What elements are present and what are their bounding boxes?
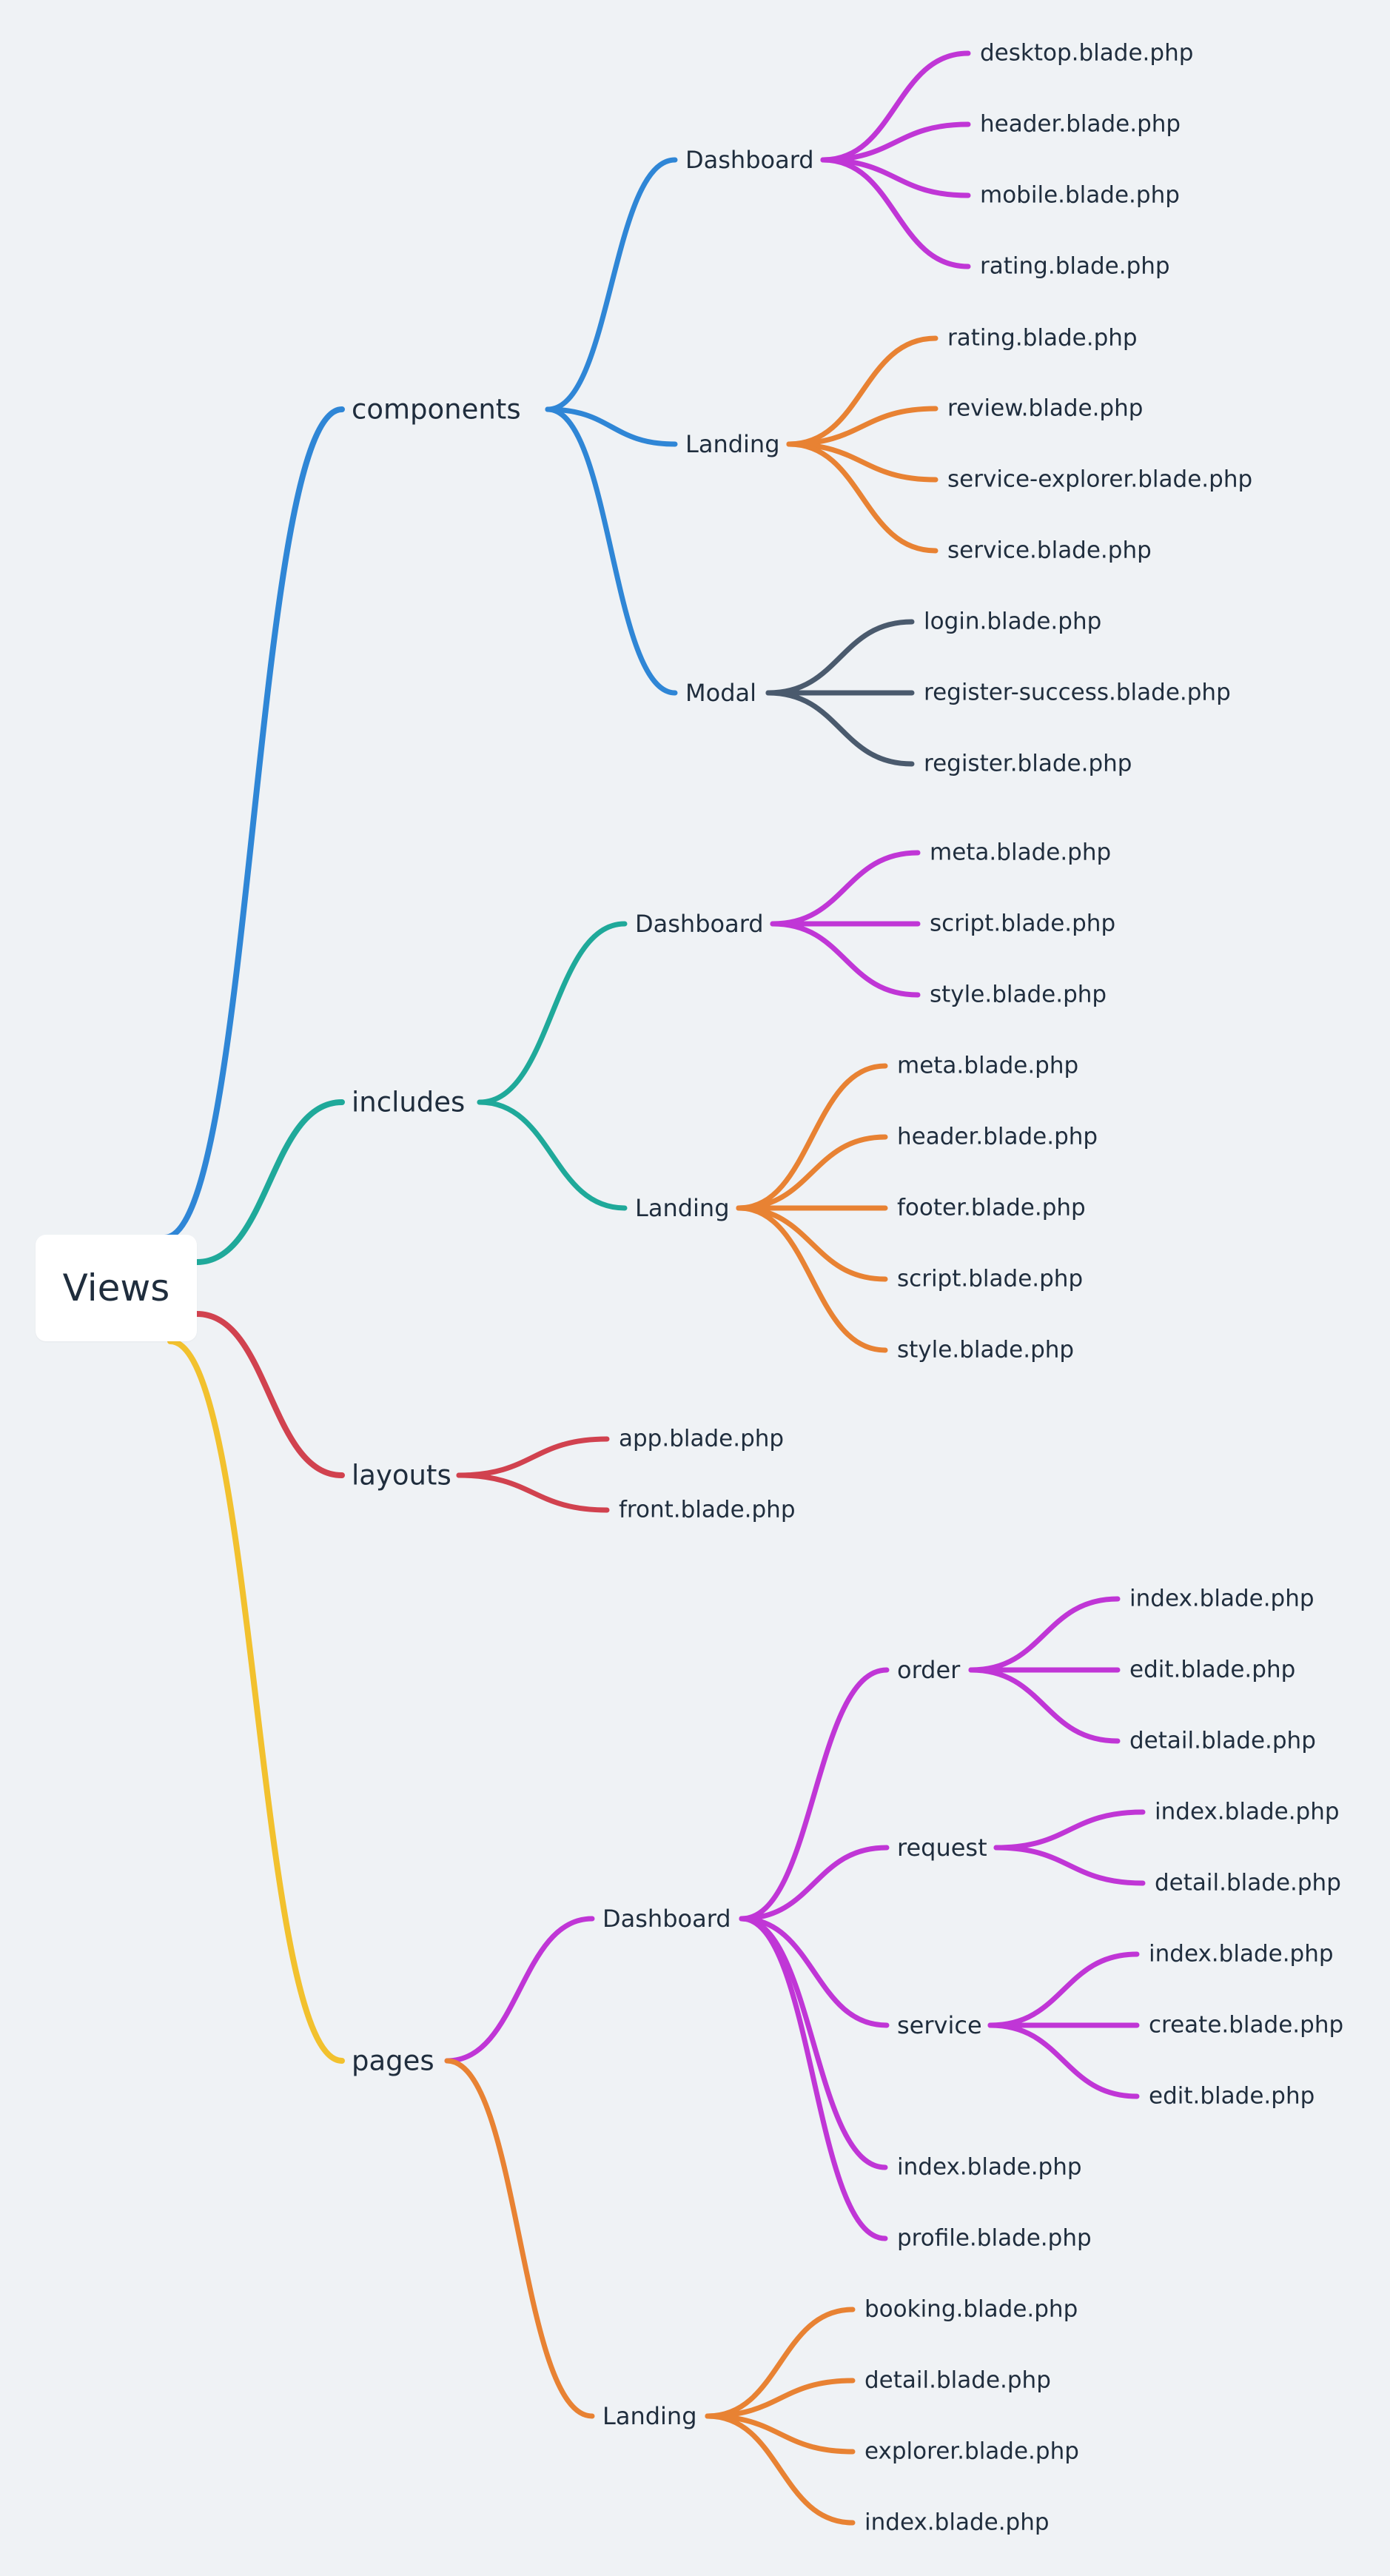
leaf-includes-dashboard-meta-blade-php[interactable]: meta.blade.php: [930, 839, 1112, 866]
edge-components-dashboard-leaf-0: [820, 50, 971, 163]
leaf-components-landing-service-blade-php[interactable]: service.blade.php: [947, 537, 1152, 564]
leaf-components-landing-rating-blade-php[interactable]: rating.blade.php: [947, 324, 1138, 352]
edge-pages-dashboard-order-leaf-0: [968, 1596, 1121, 1673]
edge-layouts-leaf-1: [456, 1472, 610, 1513]
edge-components-dashboard: [545, 157, 678, 412]
node-components-landing[interactable]: Landing: [685, 430, 780, 458]
leaf-includes-landing-header-blade-php[interactable]: header.blade.php: [897, 1123, 1098, 1150]
edge-includes-dashboard-leaf-2: [770, 921, 921, 998]
node-pages-dashboard-service[interactable]: service: [897, 2011, 982, 2039]
edge-pages-landing-leaf-3: [705, 2413, 856, 2526]
edge-layouts-leaf-0: [456, 1436, 610, 1478]
leaf-components-dashboard-mobile-blade-php[interactable]: mobile.blade.php: [980, 181, 1180, 209]
edge-pages-dashboard-order: [739, 1667, 890, 1922]
edge-pages-dashboard-service: [739, 1916, 890, 2028]
leaf-components-dashboard-header-blade-php[interactable]: header.blade.php: [980, 110, 1181, 138]
edge-components-dashboard-leaf-3: [820, 157, 971, 269]
branch-pages[interactable]: pages: [352, 2045, 434, 2077]
edge-root-pages: [167, 1338, 345, 2064]
root-label: Views: [62, 1267, 170, 1309]
leaf-pages-dashboard-order-edit-blade-php[interactable]: edit.blade.php: [1129, 1656, 1296, 1683]
leaf-pages-dashboard-service-create-blade-php[interactable]: create.blade.php: [1149, 2011, 1344, 2039]
edge-components-landing-leaf-2: [786, 441, 939, 483]
branch-includes[interactable]: includes: [352, 1086, 466, 1118]
leaf-components-landing-service-explorer-blade-php[interactable]: service-explorer.blade.php: [947, 466, 1253, 493]
edge-pages-landing-leaf-0: [705, 2307, 856, 2419]
leaf-includes-landing-style-blade-php[interactable]: style.blade.php: [897, 1336, 1075, 1364]
leaf-pages-dashboard-request-detail-blade-php[interactable]: detail.blade.php: [1155, 1869, 1341, 1896]
node-pages-landing[interactable]: Landing: [602, 2402, 697, 2430]
leaf-includes-dashboard-style-blade-php[interactable]: style.blade.php: [930, 981, 1107, 1008]
node-includes-dashboard[interactable]: Dashboard: [635, 910, 764, 938]
edge-pages-dashboard-request-leaf-1: [993, 1845, 1146, 1886]
leaf-pages-landing-booking-blade-php[interactable]: booking.blade.php: [864, 2295, 1078, 2323]
leaf-components-modal-register-blade-php[interactable]: register.blade.php: [924, 750, 1132, 777]
edge-components-modal-leaf-2: [765, 690, 915, 767]
leaf-includes-landing-footer-blade-php[interactable]: footer.blade.php: [897, 1194, 1086, 1221]
edge-includes-landing-leaf-4: [736, 1205, 888, 1353]
edge-pages-dashboard-service-leaf-2: [987, 2022, 1140, 2099]
leaf-pages-dashboard-order-index-blade-php[interactable]: index.blade.php: [1129, 1585, 1315, 1612]
node-pages-dashboard-order[interactable]: order: [897, 1656, 961, 1684]
edge-includes-landing: [477, 1099, 628, 1211]
leaf-pages-dashboard-order-detail-blade-php[interactable]: detail.blade.php: [1129, 1727, 1316, 1754]
edge-components-dashboard-leaf-2: [820, 157, 971, 198]
edge-components-landing: [545, 406, 678, 447]
edge-pages-landing-leaf-2: [705, 2413, 856, 2455]
node-components-modal[interactable]: Modal: [685, 679, 756, 707]
edge-components-landing-leaf-1: [786, 406, 939, 447]
leaf-pages-dashboard-profile-blade-php[interactable]: profile.blade.php: [897, 2224, 1092, 2252]
node-includes-landing[interactable]: Landing: [635, 1194, 730, 1222]
leaf-components-landing-review-blade-php[interactable]: review.blade.php: [947, 395, 1144, 422]
edge-includes-landing-leaf-3: [736, 1205, 888, 1282]
edge-pages-dashboard-service-leaf-0: [987, 1951, 1140, 2028]
edge-components-modal-leaf-0: [765, 619, 915, 696]
leaf-pages-landing-detail-blade-php[interactable]: detail.blade.php: [864, 2367, 1051, 2394]
edge-includes-landing-leaf-1: [736, 1134, 888, 1211]
leaf-includes-landing-script-blade-php[interactable]: script.blade.php: [897, 1265, 1084, 1292]
leaf-components-modal-login-blade-php[interactable]: login.blade.php: [924, 608, 1102, 635]
edge-components-dashboard-leaf-1: [820, 121, 971, 163]
edge-pages-dashboard-leaf-3: [739, 1916, 888, 2170]
edge-includes-dashboard-leaf-0: [770, 850, 921, 927]
edge-components-landing-leaf-3: [786, 441, 939, 554]
edge-pages-landing-leaf-1: [705, 2378, 856, 2419]
leaf-components-dashboard-desktop-blade-php[interactable]: desktop.blade.php: [980, 39, 1194, 67]
edge-components-landing-leaf-0: [786, 335, 939, 447]
leaf-pages-dashboard-request-index-blade-php[interactable]: index.blade.php: [1155, 1798, 1340, 1825]
edge-includes-dashboard: [477, 921, 628, 1105]
leaf-pages-landing-explorer-blade-php[interactable]: explorer.blade.php: [864, 2438, 1079, 2465]
leaf-components-dashboard-rating-blade-php[interactable]: rating.blade.php: [980, 252, 1170, 280]
branch-components[interactable]: components: [352, 393, 521, 426]
edge-root-components: [161, 406, 345, 1241]
edge-root-layouts: [194, 1311, 345, 1478]
edge-pages-dashboard: [444, 1916, 595, 2064]
edge-pages-landing: [444, 2058, 595, 2419]
node-components-dashboard[interactable]: Dashboard: [685, 146, 814, 174]
edge-pages-dashboard-request-leaf-0: [993, 1809, 1146, 1851]
leaf-pages-landing-index-blade-php[interactable]: index.blade.php: [864, 2509, 1050, 2536]
edge-pages-dashboard-leaf-4: [739, 1916, 888, 2241]
edge-pages-dashboard-request: [739, 1845, 890, 1922]
leaf-pages-dashboard-service-edit-blade-php[interactable]: edit.blade.php: [1149, 2082, 1315, 2110]
leaf-includes-landing-meta-blade-php[interactable]: meta.blade.php: [897, 1052, 1079, 1079]
branch-layouts[interactable]: layouts: [352, 1459, 451, 1492]
edge-includes-landing-leaf-0: [736, 1063, 888, 1211]
leaf-layouts-front-blade-php[interactable]: front.blade.php: [619, 1496, 796, 1523]
leaf-includes-dashboard-script-blade-php[interactable]: script.blade.php: [930, 910, 1116, 937]
leaf-components-modal-register-success-blade-php[interactable]: register-success.blade.php: [924, 679, 1231, 706]
leaf-layouts-app-blade-php[interactable]: app.blade.php: [619, 1425, 785, 1452]
node-pages-dashboard-request[interactable]: request: [897, 1834, 987, 1862]
leaf-pages-dashboard-index-blade-php[interactable]: index.blade.php: [897, 2153, 1082, 2181]
node-pages-dashboard[interactable]: Dashboard: [602, 1905, 731, 1933]
leaf-pages-dashboard-service-index-blade-php[interactable]: index.blade.php: [1149, 1940, 1334, 1968]
root-node[interactable]: Views: [36, 1235, 197, 1341]
edge-components-modal: [545, 406, 678, 696]
edge-pages-dashboard-order-leaf-2: [968, 1667, 1121, 1744]
edge-root-includes: [194, 1099, 345, 1265]
